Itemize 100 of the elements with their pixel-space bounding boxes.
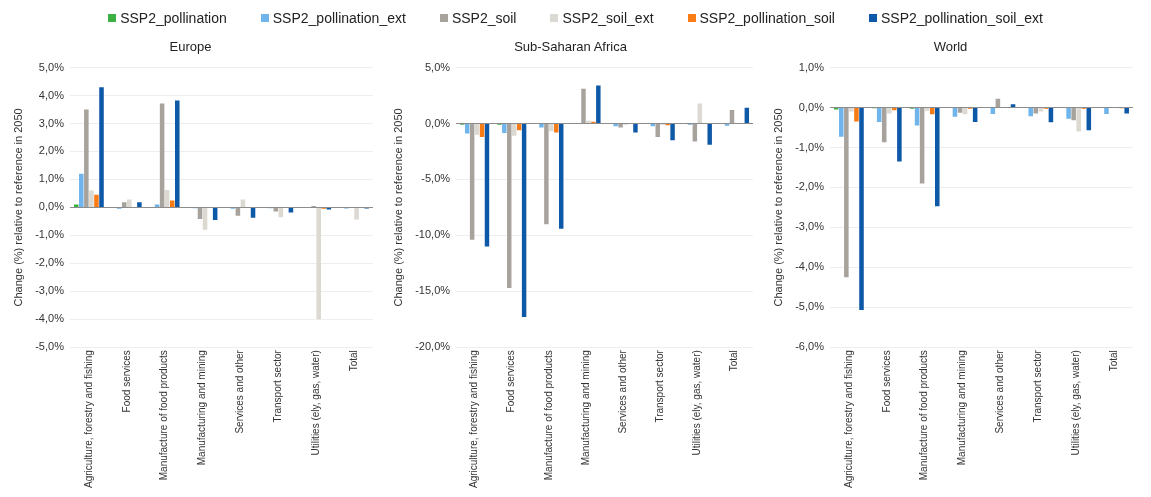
y-tick-label: 0,0% [38,200,65,213]
bar [521,124,527,317]
x-tick-label: Transport sector [272,349,284,423]
bar [1028,108,1033,117]
bar [121,202,127,207]
bar [169,200,175,207]
bar [273,207,279,212]
y-tick-label: -10,0% [415,228,451,241]
bar [73,204,79,207]
bar [618,124,623,128]
x-tick-label: Utilities (ely, gas, water) [1069,350,1081,456]
bar [539,124,544,128]
y-tick-label: -6,0% [795,340,825,353]
y-tick-label: 5,0% [38,60,65,73]
y-tick-label: -15,0% [415,284,451,297]
y-tick-label: -5,0% [35,340,65,353]
y-tick-label: -4,0% [795,260,825,273]
x-tick-label: Transport sector [1032,349,1044,423]
chart-title: Sub-Saharan Africa [514,39,628,55]
x-tick-label: Food services [505,350,517,413]
legend-label: SSP2_pollination [120,10,227,26]
bar [502,124,507,134]
bar [1104,108,1109,114]
bar [613,124,618,127]
y-tick-label: -5,0% [421,172,451,185]
bar [707,124,712,145]
bar [586,120,591,124]
x-tick-label: Food services [120,350,132,413]
x-tick-label: Manufacturing and mining [196,350,208,466]
x-tick-label: Total [1107,350,1119,372]
bar [839,108,844,137]
bar [549,124,554,132]
x-tick-label: Food services [880,350,892,413]
bar [511,124,517,136]
bar [697,103,703,124]
bar [957,108,963,113]
y-tick-label: -2,0% [35,256,65,269]
bar [1038,108,1044,112]
y-axis-title: Change (%) relative to reference in 2050 [771,108,784,307]
bar [881,108,887,143]
x-tick-label: Utilities (ely, gas, water) [309,350,321,456]
bar [469,124,475,240]
bar [935,108,940,207]
y-tick-label: -3,0% [35,284,65,297]
bar [559,124,564,229]
bar [94,194,99,207]
bar [484,124,490,247]
bar [84,109,89,207]
bar [316,207,321,320]
y-tick-label: 5,0% [424,60,451,73]
y-tick-label: 3,0% [38,116,65,129]
bar [1076,108,1081,132]
bar [79,173,84,207]
y-axis-title: Change (%) relative to reference in 2050 [11,108,24,307]
x-tick-label: Total [347,350,359,372]
bar [952,108,958,117]
bar [581,88,586,124]
bar [127,199,132,207]
bar [89,190,94,207]
bar [1066,108,1071,119]
bar [99,87,104,207]
bar [1124,108,1129,114]
bar [655,124,660,137]
y-tick-label: 1,0% [38,172,65,185]
bar [924,108,930,111]
bar [844,108,849,278]
bar [354,207,359,220]
bar [175,100,180,207]
legend-label: SSP2_pollination_soil_ext [880,10,1043,26]
bar [849,108,854,112]
bar [859,108,864,311]
y-tick-label: -1,0% [795,140,825,153]
legend-label: SSP2_pollination_soil [699,10,835,26]
x-tick-label: Services and other [994,349,1006,434]
bar [892,108,897,111]
bar [854,108,859,122]
x-tick-label: Transport sector [653,349,665,423]
legend-label: SSP2_soil_ext [562,10,654,26]
y-tick-label: 1,0% [798,60,825,73]
bar [729,110,735,124]
bar [1071,108,1076,121]
x-tick-label: Manufacturing and mining [579,350,591,466]
bar [474,124,480,135]
x-tick-label: Agriculture, forestry and fishing [82,350,94,488]
bar [1033,108,1039,114]
bar [464,124,470,134]
x-tick-label: Services and other [616,349,628,434]
x-tick-label: Total [728,350,740,372]
y-tick-label: 0,0% [424,116,451,129]
bar [914,108,920,126]
bar [670,124,675,141]
legend-label: SSP2_soil [451,10,517,26]
y-tick-label: -3,0% [795,220,825,233]
y-axis-title: Change (%) relative to reference in 2050 [391,108,404,307]
bar [596,85,601,124]
x-tick-label: Utilities (ely, gas, water) [691,350,703,456]
x-tick-label: Services and other [234,349,246,434]
y-tick-label: -4,0% [35,312,65,325]
chart-title: World [933,39,968,55]
bar [479,124,485,137]
